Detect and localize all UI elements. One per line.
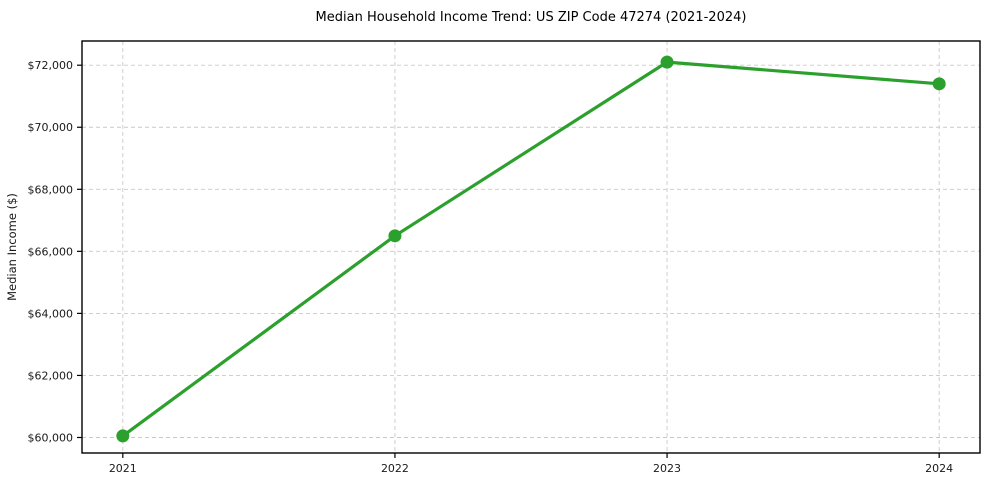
y-tick-label: $68,000 [28, 183, 74, 196]
data-point [116, 429, 130, 443]
chart-title: Median Household Income Trend: US ZIP Co… [316, 10, 747, 25]
data-point [932, 77, 946, 91]
y-tick-label: $60,000 [28, 431, 74, 444]
data-point [388, 229, 402, 243]
y-tick-label: $66,000 [28, 245, 74, 258]
x-tick-label: 2022 [381, 462, 409, 475]
trend-line [121, 60, 941, 438]
x-tick-label: 2024 [925, 462, 953, 475]
plot-frame [81, 40, 981, 454]
y-tick-label: $70,000 [28, 121, 74, 134]
y-tick-label: $64,000 [28, 307, 74, 320]
data-point [660, 55, 674, 69]
y-tick-label: $62,000 [28, 369, 74, 382]
y-tick-label: $72,000 [28, 59, 74, 72]
x-tick-label: 2021 [109, 462, 137, 475]
x-tick-label: 2023 [653, 462, 681, 475]
plot-area: $60,000 $62,000 $64,000 $66,000 $68,000 $70,0… [28, 40, 981, 475]
y-axis-label: Median Income ($) [5, 193, 19, 301]
